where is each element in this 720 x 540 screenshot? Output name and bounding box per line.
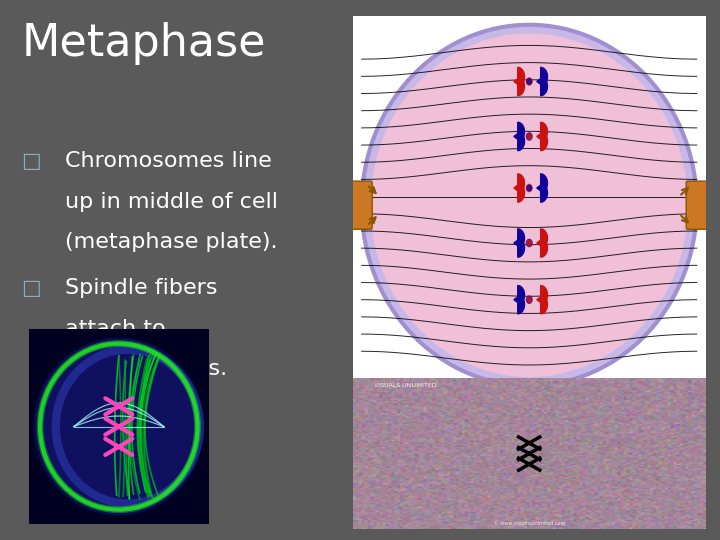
Polygon shape: [541, 286, 547, 305]
Polygon shape: [537, 185, 544, 191]
Polygon shape: [541, 122, 547, 141]
Ellipse shape: [526, 132, 533, 141]
Ellipse shape: [526, 240, 532, 246]
Ellipse shape: [526, 185, 532, 192]
Polygon shape: [537, 79, 544, 84]
Ellipse shape: [526, 133, 532, 140]
Text: © www.visualsunlimited.com: © www.visualsunlimited.com: [493, 521, 565, 526]
Ellipse shape: [371, 33, 688, 377]
Polygon shape: [518, 286, 525, 305]
Polygon shape: [541, 174, 547, 193]
Text: up in middle of cell: up in middle of cell: [65, 192, 278, 212]
FancyBboxPatch shape: [351, 181, 372, 230]
Polygon shape: [541, 229, 547, 248]
Polygon shape: [541, 68, 547, 86]
Polygon shape: [514, 133, 521, 139]
Ellipse shape: [526, 296, 532, 303]
Polygon shape: [514, 297, 521, 302]
Polygon shape: [514, 240, 521, 246]
Polygon shape: [518, 77, 525, 96]
Text: □: □: [22, 151, 41, 171]
Polygon shape: [537, 133, 544, 139]
Polygon shape: [518, 174, 525, 193]
Polygon shape: [541, 132, 547, 151]
Polygon shape: [541, 238, 547, 257]
Ellipse shape: [526, 77, 533, 86]
Ellipse shape: [526, 184, 533, 192]
Polygon shape: [514, 79, 521, 84]
Text: (metaphase plate).: (metaphase plate).: [65, 232, 277, 252]
Polygon shape: [541, 77, 547, 96]
Polygon shape: [541, 183, 547, 202]
Polygon shape: [541, 295, 547, 314]
Polygon shape: [518, 229, 525, 248]
Text: VISUALS UNLIMITED: VISUALS UNLIMITED: [374, 382, 436, 388]
Ellipse shape: [526, 295, 533, 304]
Text: □: □: [22, 278, 41, 298]
Polygon shape: [518, 295, 525, 314]
Ellipse shape: [526, 239, 533, 247]
Polygon shape: [518, 183, 525, 202]
Polygon shape: [518, 68, 525, 86]
Text: attach to: attach to: [65, 319, 166, 339]
Polygon shape: [537, 240, 544, 246]
Polygon shape: [518, 238, 525, 257]
Text: Spindle fibers: Spindle fibers: [65, 278, 217, 298]
Polygon shape: [514, 185, 521, 191]
FancyBboxPatch shape: [686, 181, 707, 230]
Polygon shape: [518, 132, 525, 151]
Text: Metaphase: Metaphase: [22, 22, 266, 65]
Polygon shape: [537, 297, 544, 302]
Ellipse shape: [42, 346, 195, 508]
Ellipse shape: [33, 338, 204, 516]
Ellipse shape: [361, 25, 697, 386]
Polygon shape: [518, 122, 525, 141]
Ellipse shape: [526, 78, 532, 85]
Text: chromosomes.: chromosomes.: [65, 359, 228, 379]
Text: Chromosomes line: Chromosomes line: [65, 151, 271, 171]
